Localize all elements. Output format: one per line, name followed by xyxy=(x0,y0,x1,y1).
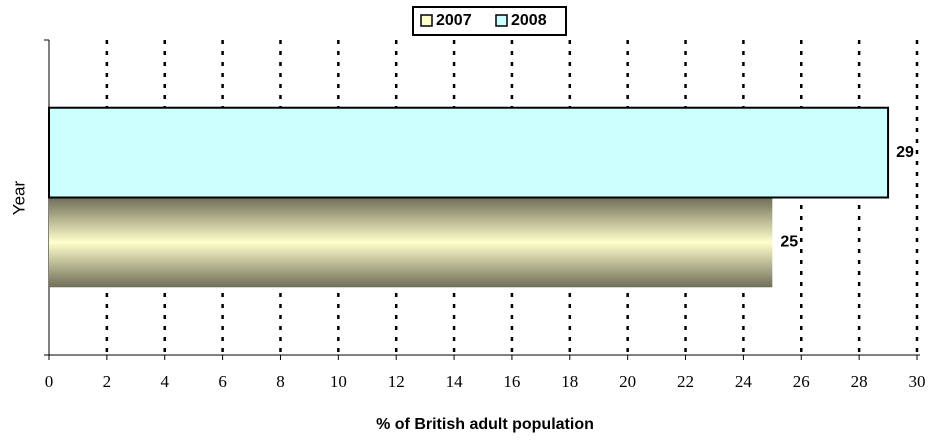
x-tick-label: 26 xyxy=(793,372,810,391)
x-tick-label: 20 xyxy=(619,372,636,391)
x-tick-label: 8 xyxy=(276,372,285,391)
x-tick-label: 0 xyxy=(45,372,54,391)
x-tick-label: 30 xyxy=(909,372,926,391)
x-tick-label: 18 xyxy=(561,372,578,391)
x-tick-label: 6 xyxy=(218,372,227,391)
legend-box xyxy=(412,6,567,36)
x-tick-label: 22 xyxy=(677,372,694,391)
data-label: 29 xyxy=(896,144,914,161)
x-tick-label: 24 xyxy=(735,372,753,391)
bar xyxy=(49,197,773,288)
x-axis-label: % of British adult population xyxy=(376,416,594,433)
x-tick-label: 16 xyxy=(503,372,520,391)
data-label: 25 xyxy=(780,234,798,251)
x-tick-label: 28 xyxy=(851,372,868,391)
x-tick-label: 14 xyxy=(446,372,464,391)
y-axis-label: Year xyxy=(9,180,28,215)
x-tick-label: 4 xyxy=(160,372,169,391)
bar xyxy=(48,106,890,199)
x-tick-label: 10 xyxy=(330,372,347,391)
legend-label: 2008 xyxy=(511,12,547,29)
legend-swatch xyxy=(420,14,433,27)
legend-label: 2007 xyxy=(436,12,472,29)
x-tick-label: 12 xyxy=(388,372,405,391)
x-tick-label: 2 xyxy=(103,372,112,391)
legend-swatch xyxy=(495,14,508,27)
